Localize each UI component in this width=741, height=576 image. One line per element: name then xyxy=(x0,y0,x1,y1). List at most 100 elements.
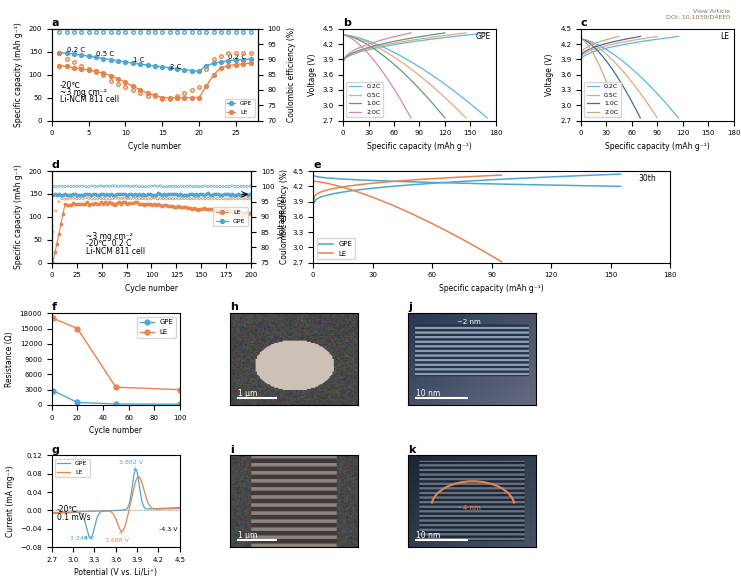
Point xyxy=(193,205,205,214)
Point xyxy=(179,194,190,203)
Point xyxy=(187,190,199,199)
Point xyxy=(122,181,133,191)
Point xyxy=(214,181,226,191)
Point xyxy=(127,181,139,191)
Point xyxy=(151,181,163,191)
Point xyxy=(59,195,70,204)
Point xyxy=(148,200,160,209)
Point xyxy=(168,189,180,198)
Point xyxy=(200,204,212,214)
Point xyxy=(69,199,81,209)
Point xyxy=(238,181,250,191)
Point xyxy=(121,199,133,209)
Point xyxy=(87,199,99,209)
Point xyxy=(141,190,153,199)
Text: Li-NCM 811 cell: Li-NCM 811 cell xyxy=(86,247,144,256)
Point xyxy=(240,207,252,217)
Y-axis label: Current (mA mg⁻¹): Current (mA mg⁻¹) xyxy=(6,465,15,537)
Text: 0.2 C: 0.2 C xyxy=(228,54,247,60)
Point xyxy=(173,202,185,211)
Point xyxy=(242,209,254,218)
Point xyxy=(53,181,64,191)
Y-axis label: Coulombic efficiency (%): Coulombic efficiency (%) xyxy=(287,27,296,122)
Point xyxy=(124,182,136,191)
Point xyxy=(90,200,102,209)
Point xyxy=(162,190,174,199)
Text: -20℃: -20℃ xyxy=(57,505,78,514)
Point xyxy=(79,199,90,209)
Point xyxy=(93,190,104,199)
Point xyxy=(97,200,109,209)
Point xyxy=(193,194,205,203)
Text: 1 μm: 1 μm xyxy=(238,389,257,398)
Point xyxy=(133,182,145,191)
Point xyxy=(95,194,107,203)
Point xyxy=(49,248,61,257)
Point xyxy=(136,190,148,199)
Point xyxy=(165,202,176,211)
Point xyxy=(148,190,160,199)
Point xyxy=(80,193,92,202)
Point xyxy=(161,182,173,191)
Text: 1 μm: 1 μm xyxy=(238,531,257,540)
Point xyxy=(119,194,130,203)
Point xyxy=(155,181,167,191)
Point xyxy=(93,199,104,209)
Text: ~2 nm: ~2 nm xyxy=(457,319,481,325)
Point xyxy=(95,198,107,207)
Point xyxy=(116,198,128,207)
Point xyxy=(55,190,67,199)
Point xyxy=(202,182,214,191)
Point xyxy=(220,190,232,199)
Point xyxy=(167,190,179,199)
Point xyxy=(159,200,170,210)
Point xyxy=(210,205,222,214)
Point xyxy=(153,200,165,209)
Point xyxy=(161,200,173,210)
Point xyxy=(113,194,124,203)
Point xyxy=(185,194,196,203)
Point xyxy=(75,190,87,199)
Point xyxy=(129,198,141,207)
X-axis label: Specific capacity (mAh g⁻¹): Specific capacity (mAh g⁻¹) xyxy=(605,142,710,151)
Point xyxy=(200,190,212,199)
Point xyxy=(167,202,179,211)
Point xyxy=(98,181,110,191)
Point xyxy=(142,182,154,191)
Point xyxy=(130,190,142,199)
Point xyxy=(188,191,200,200)
Point xyxy=(50,206,62,215)
Point xyxy=(168,203,180,212)
Text: ~4 nm: ~4 nm xyxy=(457,506,481,511)
Point xyxy=(71,190,83,199)
Point xyxy=(234,207,246,216)
Point xyxy=(109,191,121,200)
Point xyxy=(115,199,127,208)
Point xyxy=(155,200,167,210)
Point xyxy=(47,228,59,237)
Point xyxy=(130,198,142,207)
Text: i: i xyxy=(230,445,234,454)
Text: GPE: GPE xyxy=(476,32,491,40)
GPE xyxy=(111,400,120,407)
Point xyxy=(194,190,206,199)
Point xyxy=(56,194,67,203)
Point xyxy=(90,191,102,200)
Y-axis label: Voltage (V): Voltage (V) xyxy=(545,54,554,96)
Point xyxy=(65,182,77,191)
Point xyxy=(228,209,240,218)
Legend: GPE, LE: GPE, LE xyxy=(316,238,356,259)
Point xyxy=(49,189,61,198)
Point xyxy=(89,199,101,208)
Point xyxy=(225,205,236,214)
Point xyxy=(211,194,223,203)
Point xyxy=(69,190,81,199)
Point xyxy=(67,189,79,198)
Point xyxy=(77,181,89,191)
Point xyxy=(101,190,113,199)
Point xyxy=(229,194,241,203)
Point xyxy=(148,181,160,191)
Text: e: e xyxy=(313,160,321,170)
Point xyxy=(179,191,190,200)
Point xyxy=(199,181,211,191)
